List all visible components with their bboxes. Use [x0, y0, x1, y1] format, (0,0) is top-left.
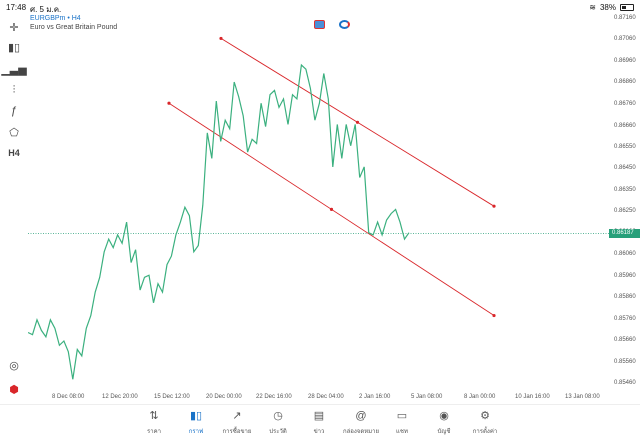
nav-account[interactable]: ◉ บัญชี — [421, 409, 467, 436]
depth-of-market-icon[interactable] — [339, 20, 350, 29]
app-logo-icon[interactable]: ⬢ — [9, 383, 19, 396]
nav-mailbox[interactable]: @ กล่องจดหมาย — [338, 409, 384, 436]
nav-quotes[interactable]: ⇅ ราคา — [131, 409, 177, 436]
price-axis-label: 0.86060 — [614, 251, 636, 257]
price-axis-label: 0.86550 — [614, 144, 636, 150]
price-axis-label: 0.87160 — [614, 15, 636, 21]
nav-quotes-label: ราคา — [147, 429, 161, 435]
price-axis-label: 0.86660 — [614, 123, 636, 129]
time-axis-label: 8 Dec 08:00 — [52, 394, 85, 400]
nav-news[interactable]: ▤ ข่าว — [296, 409, 342, 436]
price-axis-label: 0.85760 — [614, 316, 636, 322]
chart-icon: ▮▯ — [189, 410, 203, 422]
bottom-navigation: ⇅ ราคา ▮▯ กราฟ ↗ การซื้อขาย ◷ ประวัติ ▤ … — [0, 404, 640, 447]
history-icon: ◷ — [273, 410, 283, 422]
current-price-label: 0.86187 — [609, 229, 640, 238]
nav-chat-label: แชท — [396, 429, 408, 435]
price-axis-label: 0.86250 — [614, 208, 636, 214]
time-axis-label: 28 Dec 04:00 — [308, 394, 344, 400]
crosshair-icon[interactable]: ✛ — [9, 21, 19, 34]
status-date: ศ. 5 ม.ค. — [30, 5, 62, 14]
timeframe-button[interactable]: H4 — [8, 148, 20, 158]
price-axis: 0.87160 0.87060 0.86960 0.86860 0.86760 0.866… — [610, 14, 640, 392]
candles-icon[interactable]: ▮▯ — [7, 41, 21, 54]
symbol-title: EURGBPm • H4 — [30, 15, 81, 22]
trend-line-anchor[interactable] — [492, 204, 496, 208]
price-axis-label: 0.86960 — [614, 58, 636, 64]
nav-chart-label: กราฟ — [188, 429, 204, 435]
trend-line-anchor[interactable] — [492, 313, 496, 318]
one-click-trading-icon[interactable] — [314, 20, 325, 29]
settings-sliders-icon[interactable]: ⫶ — [12, 83, 16, 96]
account-icon: ◉ — [439, 410, 449, 422]
time-axis-label: 10 Jan 16:00 — [515, 394, 550, 400]
nav-news-label: ข่าว — [313, 429, 325, 435]
mailbox-icon: @ — [355, 410, 367, 422]
chat-icon: ▭ — [396, 410, 408, 422]
nav-history[interactable]: ◷ ประวัติ — [255, 409, 301, 436]
price-axis-label: 0.86450 — [614, 165, 636, 171]
trade-icon: ↗ — [232, 410, 242, 422]
time-axis-label: 13 Jan 08:00 — [565, 394, 600, 400]
battery-text: 38% — [599, 3, 616, 12]
status-bar: 17:48 ศ. 5 ม.ค. ≋ 38% — [0, 0, 640, 14]
price-axis-label: 0.86350 — [614, 187, 636, 193]
top-icons — [314, 20, 350, 29]
price-chart[interactable] — [28, 14, 610, 392]
trend-line-anchor[interactable] — [355, 120, 360, 124]
nav-mailbox-label: กล่องจดหมาย — [342, 429, 380, 435]
time-axis-label: 12 Dec 20:00 — [102, 394, 138, 400]
nav-chart[interactable]: ▮▯ กราฟ — [173, 409, 219, 436]
news-icon: ▤ — [313, 410, 325, 422]
quotes-icon: ⇅ — [149, 410, 159, 422]
price-axis-label: 0.85960 — [614, 273, 636, 279]
price-axis-label: 0.86760 — [614, 101, 636, 107]
symbol-description: Euro vs Great Britain Pound — [30, 24, 118, 31]
time-axis-label: 2 Jan 16:00 — [359, 394, 391, 400]
price-axis-label: 0.85460 — [614, 380, 636, 386]
price-axis-label: 0.86860 — [614, 79, 636, 85]
nav-chat[interactable]: ▭ แชท — [379, 409, 425, 436]
nav-trade-label: การซื้อขาย — [222, 429, 252, 435]
shapes-icon[interactable]: ⬠ — [9, 126, 19, 139]
status-time: 17:48 — [6, 3, 27, 12]
price-axis-label: 0.87060 — [614, 36, 636, 42]
price-axis-label: 0.85560 — [614, 359, 636, 365]
time-axis-label: 22 Dec 16:00 — [256, 394, 292, 400]
chart-zoom-icon[interactable]: ◎ — [9, 359, 19, 372]
function-icon[interactable]: ƒ — [10, 105, 18, 117]
time-axis-label: 15 Dec 12:00 — [154, 394, 190, 400]
price-axis-label: 0.85860 — [614, 294, 636, 300]
time-axis: 8 Dec 08:00 12 Dec 20:00 15 Dec 12:00 20 De… — [28, 392, 610, 404]
price-series-line — [28, 63, 410, 380]
status-right: ≋ 38% — [589, 3, 634, 12]
trend-line-anchor[interactable] — [329, 207, 334, 211]
trend-line-anchor[interactable] — [167, 101, 171, 105]
nav-trade[interactable]: ↗ การซื้อขาย — [214, 409, 260, 436]
wifi-icon: ≋ — [589, 3, 596, 12]
nav-history-label: ประวัติ — [269, 429, 287, 435]
nav-settings-label: การตั้งค่า — [472, 429, 498, 435]
trend-line-anchor[interactable] — [219, 36, 223, 41]
left-toolbar: ✛ ▮▯ ▁▃▅ ⫶ ƒ ⬠ H4 ◎ ⬢ — [0, 14, 28, 404]
nav-settings[interactable]: ⚙ การตั้งค่า — [462, 409, 508, 436]
indicators-icon[interactable]: ▁▃▅ — [1, 63, 27, 76]
time-axis-label: 8 Jan 00:00 — [464, 394, 496, 400]
price-axis-label: 0.85660 — [614, 337, 636, 343]
battery-icon — [620, 4, 634, 11]
time-axis-label: 5 Jan 08:00 — [411, 394, 443, 400]
gear-icon: ⚙ — [480, 410, 490, 422]
trend-lines — [167, 36, 496, 318]
time-axis-label: 20 Dec 00:00 — [206, 394, 242, 400]
nav-account-label: บัญชี — [437, 429, 451, 435]
